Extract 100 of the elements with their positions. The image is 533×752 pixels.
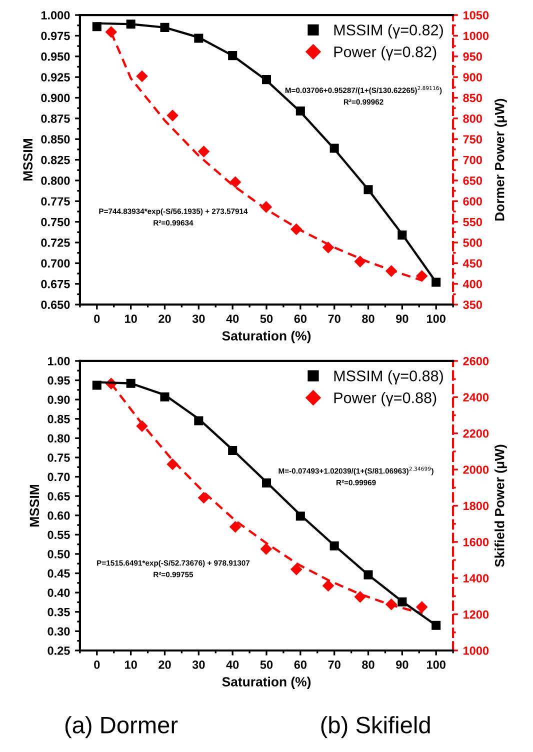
y-tick-label: 0.825 (41, 156, 70, 164)
x-tick-label: 90 (396, 660, 408, 669)
point (160, 22, 170, 32)
point (92, 22, 102, 32)
x-tick-label: 100 (426, 660, 446, 669)
y-tick-label: 0.60 (48, 511, 70, 520)
x-tick-label: 80 (362, 660, 374, 669)
x-axis-title: Saturation (%) (222, 676, 311, 690)
point (262, 478, 272, 488)
point (136, 70, 148, 82)
y2-tick-label: 2000 (463, 466, 489, 474)
point (386, 265, 397, 277)
y2-tick-label: 600 (463, 197, 482, 206)
y2-tick-label: 2400 (463, 393, 489, 402)
x-tick-label: 10 (125, 314, 137, 323)
legend-label: Power (γ=0.88) (334, 392, 436, 406)
y2-tick-label: 650 (463, 176, 482, 185)
y-tick-label: 0.30 (48, 627, 70, 636)
point (194, 416, 204, 426)
y-tick-label: 0.95 (48, 376, 70, 385)
y-tick-label: 0.675 (41, 280, 70, 288)
point (198, 146, 210, 158)
y-tick-label: 0.55 (48, 530, 70, 540)
point (126, 20, 136, 29)
y2-tick-label: 1200 (464, 610, 489, 619)
point (166, 110, 178, 122)
x-tick-label: 0 (94, 660, 100, 669)
x-tick-label: 30 (192, 314, 205, 323)
point (354, 591, 366, 603)
y-tick-label: 0.775 (41, 197, 70, 206)
y-tick-label: 0.85 (48, 414, 70, 424)
y2-tick-label: 1400 (464, 574, 489, 582)
y-tick-label: 0.70 (48, 472, 70, 482)
y-tick-label: 0.65 (48, 492, 70, 500)
x-tick-label: 60 (294, 314, 306, 323)
point (228, 51, 238, 60)
y2-tick-label: 500 (463, 238, 482, 247)
y2-tick-label: 400 (462, 280, 482, 288)
y2-tick-label: 1800 (464, 502, 489, 510)
y-tick-label: 0.700 (41, 259, 70, 268)
x-tick-label: 40 (226, 660, 239, 669)
x-tick-label: 100 (426, 314, 446, 323)
legend-label: Power (γ=0.82) (334, 46, 436, 60)
x-tick-label: 70 (328, 314, 340, 323)
y2-tick-label: 900 (463, 73, 482, 82)
y-tick-label: 0.900 (41, 94, 70, 102)
y-tick-label: 0.40 (48, 588, 70, 597)
y-tick-label: 1.000 (41, 11, 70, 20)
y-tick-label: 0.875 (41, 114, 70, 123)
x-tick-label: 10 (125, 660, 137, 669)
legend-label: MSSIM (γ=0.82) (334, 24, 443, 38)
y-tick-label: 0.975 (41, 32, 70, 40)
point (416, 601, 428, 613)
point (398, 597, 407, 606)
point (260, 543, 272, 555)
x-axis-title: Saturation (%) (222, 330, 311, 344)
y2-tick-label: 350 (463, 300, 482, 309)
point (290, 224, 302, 235)
point (126, 378, 136, 388)
point (166, 458, 178, 470)
point (228, 446, 238, 456)
point (296, 512, 305, 521)
legend-label: MSSIM (γ=0.88) (334, 370, 443, 384)
y-tick-label: 0.650 (41, 300, 70, 309)
x-tick-label: 20 (158, 314, 171, 323)
x-tick-label: 40 (226, 314, 239, 323)
y2-tick-label: 1000 (464, 646, 489, 655)
point (322, 580, 334, 592)
point (260, 201, 272, 213)
y2-tick-label: 950 (463, 52, 482, 61)
point (354, 256, 366, 268)
point (262, 75, 272, 84)
y2-tick-label: 1050 (464, 11, 489, 20)
y-tick-label: 0.950 (41, 52, 70, 61)
x-tick-label: 30 (192, 660, 205, 669)
y-tick-label: 0.35 (48, 608, 70, 616)
y-tick-label: 0.725 (41, 238, 70, 247)
point (290, 564, 302, 576)
point (106, 26, 117, 38)
y-tick-label: 0.45 (48, 569, 70, 578)
point (92, 380, 102, 390)
text: (a) Dormer (65, 716, 178, 738)
y-tick-label: 0.25 (48, 646, 70, 655)
y2-tick-label: 850 (463, 94, 482, 102)
y2-tick-label: 1000 (464, 32, 489, 40)
y2-tick-label: 1600 (464, 538, 489, 546)
y-axis-title: MSSIM (23, 139, 33, 181)
y-tick-label: 0.850 (41, 135, 70, 144)
y-tick-label: 1.00 (48, 356, 70, 366)
x-tick-label: 50 (260, 660, 273, 669)
point (386, 598, 397, 610)
y2-tick-label: 2200 (463, 429, 489, 438)
y2-tick-label: 550 (463, 218, 482, 226)
point (432, 278, 441, 287)
y-axis-title: MSSIM (30, 484, 40, 526)
point (194, 34, 204, 43)
x-tick-label: 20 (158, 660, 171, 669)
x-tick-label: 90 (396, 314, 408, 323)
text: (b) Skifield (321, 716, 430, 738)
point (330, 144, 339, 153)
